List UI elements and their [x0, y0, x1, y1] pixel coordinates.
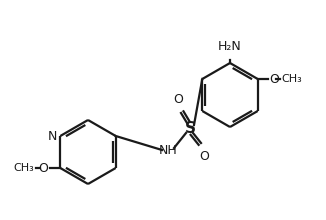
Text: H₂N: H₂N	[218, 40, 242, 53]
Text: N: N	[48, 130, 57, 143]
Text: CH₃: CH₃	[282, 74, 303, 84]
Text: O: O	[38, 161, 48, 174]
Text: O: O	[199, 150, 209, 163]
Text: CH₃: CH₃	[14, 163, 34, 173]
Text: O: O	[270, 73, 280, 86]
Text: NH: NH	[159, 143, 177, 156]
Text: O: O	[173, 93, 183, 106]
Text: S: S	[185, 121, 196, 136]
